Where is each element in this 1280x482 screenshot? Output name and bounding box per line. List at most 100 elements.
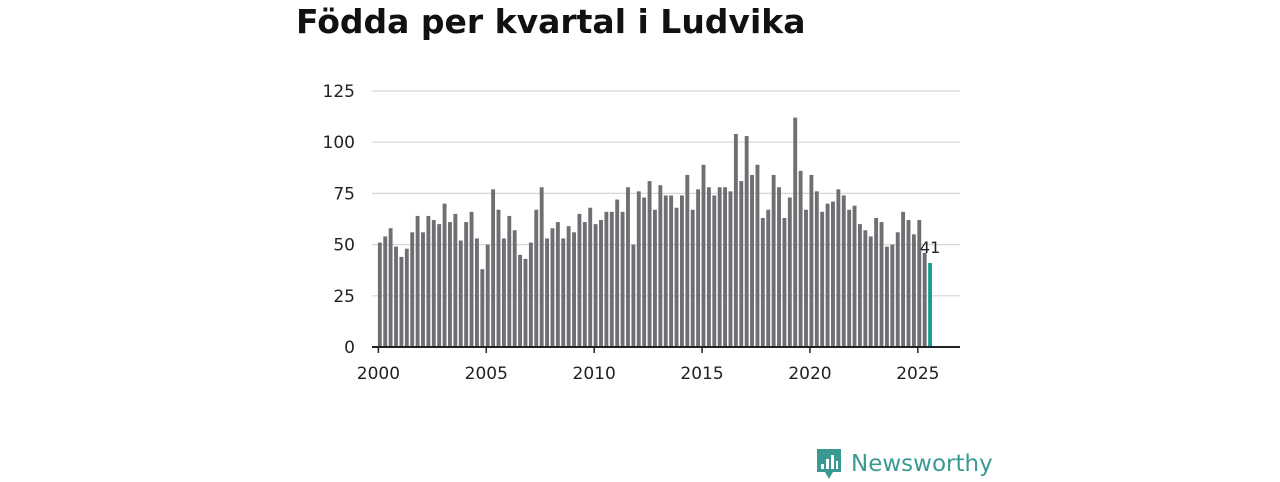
bar-2021-q4: [847, 209, 852, 347]
bar-2015-q4: [717, 187, 722, 347]
bar-2014-q3: [690, 209, 695, 347]
bar-2020-q1: [809, 174, 814, 347]
bar-2025-q2: [922, 252, 927, 347]
axes: [372, 346, 960, 353]
bar-2022-q2: [858, 224, 862, 347]
bar-2023-q2: [879, 222, 884, 347]
bar-2006-q1: [507, 215, 512, 347]
x-tick-label-2015: 2015: [680, 364, 723, 384]
bar-2008-q2: [555, 222, 560, 347]
bar-2024-q2: [901, 211, 906, 347]
bar-2004-q3: [475, 238, 479, 347]
bar-2016-q1: [723, 187, 728, 347]
bar-2002-q3: [431, 220, 436, 347]
bar-2014-q1: [679, 195, 684, 347]
bar-2013-q3: [669, 195, 674, 347]
bar-2007-q3: [539, 187, 544, 347]
bar-2011-q3: [626, 187, 630, 347]
bar-2007-q1: [528, 242, 533, 347]
y-tick-label-125: 125: [323, 82, 355, 102]
bar-2018-q2: [771, 174, 776, 347]
bar-2019-q4: [804, 209, 808, 347]
bar-2016-q3: [733, 134, 738, 347]
bar-2021-q3: [841, 195, 846, 347]
y-tick-label-75: 75: [333, 184, 355, 204]
bar-2019-q3: [798, 170, 803, 347]
bar-2005-q2: [491, 189, 496, 347]
bar-2025-q3: [928, 263, 933, 347]
chart-title: Födda per kvartal i Ludvika: [296, 2, 806, 41]
bar-2008-q3: [561, 238, 566, 347]
bar-2025-q1: [917, 220, 922, 347]
bar-2012-q3: [647, 181, 652, 347]
bar-2012-q2: [642, 197, 647, 347]
bar-2006-q2: [512, 230, 517, 347]
bar-2003-q2: [448, 222, 452, 347]
bar-2000-q1: [377, 242, 382, 347]
bar-2001-q1: [399, 256, 404, 347]
bar-2002-q2: [426, 215, 431, 347]
bar-2017-q1: [744, 136, 749, 347]
bar-2023-q1: [874, 217, 879, 347]
bar-2024-q3: [906, 220, 911, 347]
bar-2020-q2: [814, 191, 819, 347]
bar-2005-q4: [501, 238, 506, 347]
x-tick-label-2025: 2025: [896, 364, 939, 384]
bar-2016-q2: [728, 191, 733, 347]
bar-2001-q4: [415, 215, 420, 347]
bar-2000-q4: [394, 246, 398, 347]
bar-2010-q3: [604, 211, 609, 347]
bar-2024-q4: [911, 234, 916, 347]
bar-2003-q1: [442, 203, 447, 347]
bar-2000-q3: [388, 228, 393, 347]
bar-2002-q4: [437, 224, 442, 347]
bars: [377, 117, 933, 348]
bar-2022-q3: [863, 230, 868, 347]
bar-2010-q4: [609, 211, 614, 347]
bar-2001-q3: [410, 232, 415, 347]
bar-2020-q3: [820, 211, 825, 347]
y-tick-label-50: 50: [333, 236, 355, 256]
labels: 0 25 50 75 100 125 2000 2005 2010 2015 2020 2025 41: [323, 82, 941, 384]
bar-2011-q4: [631, 244, 636, 347]
bar-2016-q4: [739, 181, 744, 347]
bar-2007-q4: [545, 238, 549, 347]
bar-2018-q3: [777, 187, 781, 347]
bar-2023-q3: [884, 246, 889, 347]
bar-2018-q4: [782, 217, 787, 347]
bar-2007-q2: [534, 209, 539, 347]
bar-2006-q4: [523, 258, 528, 347]
bar-2003-q3: [453, 213, 458, 347]
bar-2014-q2: [685, 174, 690, 347]
bar-2017-q3: [755, 164, 760, 347]
x-tick-label-2000: 2000: [357, 364, 400, 384]
bar-2021-q2: [836, 189, 841, 347]
bar-2008-q1: [550, 228, 555, 347]
bar-2004-q2: [469, 211, 474, 347]
bar-2005-q3: [496, 209, 501, 347]
bar-2008-q4: [566, 226, 571, 347]
bar-2014-q4: [696, 189, 701, 347]
bar-2004-q4: [480, 269, 485, 347]
bar-2004-q1: [464, 222, 469, 347]
brand-name: Newsworthy: [851, 451, 993, 477]
bar-2006-q3: [518, 254, 523, 347]
bar-2002-q1: [421, 232, 425, 347]
bar-2020-q4: [825, 203, 830, 347]
bar-2022-q4: [868, 236, 873, 347]
bar-2019-q2: [793, 117, 798, 348]
brand-logo: Newsworthy: [815, 446, 993, 482]
bar-chart-logo-icon: [817, 449, 841, 479]
bar-2009-q1: [572, 232, 576, 347]
bar-2017-q4: [760, 217, 765, 347]
x-tick-label-2005: 2005: [465, 364, 508, 384]
x-tick-label-2010: 2010: [573, 364, 616, 384]
bar-2003-q4: [458, 240, 463, 347]
bar-2011-q1: [615, 199, 620, 347]
bar-2015-q3: [712, 195, 717, 347]
bar-2015-q1: [701, 164, 706, 347]
y-tick-label-0: 0: [344, 338, 355, 358]
bar-2015-q2: [706, 187, 711, 347]
bar-2013-q1: [658, 185, 663, 347]
